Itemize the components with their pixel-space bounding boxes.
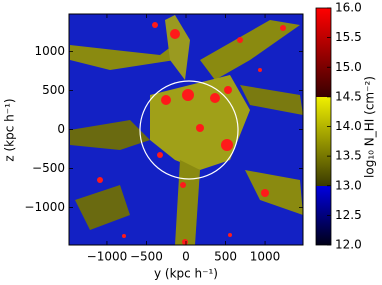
x-axis-label: y (kpc h⁻¹) [154, 267, 218, 281]
colorbar-label: log₁₀ N_HI (cm⁻²) [363, 76, 377, 178]
x-tick-label: 0 [182, 250, 190, 264]
y-axis-label: z (kpc h⁻¹) [3, 98, 17, 161]
x-tick-label: 500 [214, 250, 237, 264]
colorbar-tick-label: 16.0 [335, 1, 362, 15]
y-tick-label: 1000 [34, 44, 65, 58]
x-tick-label: −1000 [87, 250, 128, 264]
y-tick-label: −1000 [24, 200, 65, 214]
colorbar-tick-label: 13.0 [335, 178, 362, 192]
density-map [69, 14, 303, 245]
colorbar-tick-label: 13.5 [335, 149, 362, 163]
y-tick-label: 0 [57, 122, 65, 136]
colorbar-tick-label: 14.5 [335, 89, 362, 103]
y-tick-label: −500 [32, 161, 65, 175]
colorbar-tick-label: 12.5 [335, 208, 362, 222]
x-tick-label: −500 [130, 250, 163, 264]
colorbar-tick-label: 15.5 [335, 30, 362, 44]
colorbar-tick-label: 15.0 [335, 60, 362, 74]
y-tick-label: 500 [42, 83, 65, 97]
colorbar-tick-label: 14.0 [335, 119, 362, 133]
colorbar-tick-label: 12.0 [335, 238, 362, 252]
x-tick-label: 1000 [250, 250, 281, 264]
